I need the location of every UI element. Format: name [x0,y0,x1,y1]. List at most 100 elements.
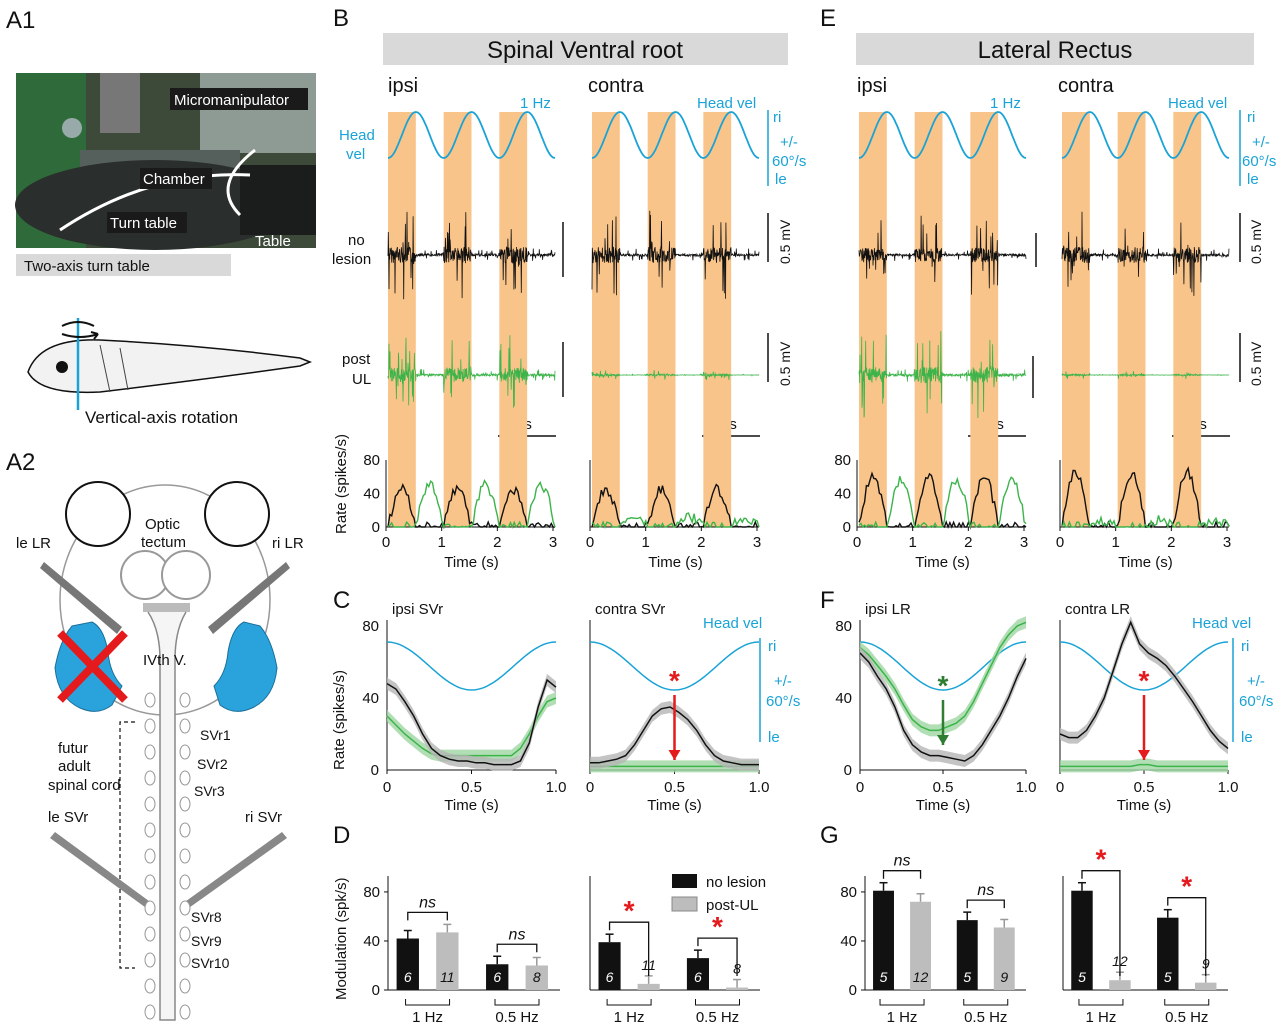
b-contra-no-lesion-trace [591,210,760,299]
banner-lr-text: Lateral Rectus [978,37,1133,64]
b-1hz: 1 Hz [520,95,551,112]
e-ipsi-shade [970,112,999,527]
b-ipsi-post-ul-trace [387,335,556,408]
f-le: le [1241,729,1253,746]
root-left [144,796,156,812]
b-ipsi-shade [499,112,528,527]
e-ipsi-rate-ytick-label: 0 [843,519,851,536]
f-contra-xtick-label: 1.0 [1218,779,1239,796]
root-right [179,848,191,864]
b-ipsi-rate-xlabel: Time (s) [444,554,498,571]
d-contra-cat-bracket [606,999,652,1006]
root-left [144,952,156,968]
b-head-vel: Head vel [697,95,756,112]
tadpole-drawing: Vertical-axis rotation [27,318,313,427]
g-ipsi-sig-bracket [966,899,1005,909]
d-contra-bar-post-ul [637,983,660,990]
f-contra-arrowhead [1138,750,1150,760]
c-ipsi-ytick-label: 0 [371,762,379,779]
f-ipsi-star: * [938,670,949,701]
b-contra-shade [703,112,732,527]
g-ipsi-sig-bracket [882,870,922,879]
d-ipsi-bar-no-lesion [396,938,419,990]
root-left [144,744,156,760]
right-electrode-lr [208,562,290,634]
c-ipsi-head-velocity [386,641,557,691]
g-contra-cat-label: 1 Hz [1086,1009,1117,1024]
root-right [179,692,191,708]
label-spinal-cord: spinal cord [48,777,121,794]
setup-photo: Micromanipulator Chamber Turn table Tabl… [15,73,316,276]
e-1hz: 1 Hz [990,95,1021,112]
b-contra-title: contra [588,75,644,97]
c-contra-xtick-label: 0.5 [664,779,685,796]
b-ri: ri [773,109,781,126]
left-electrode-svr [50,832,153,910]
e-ipsi-head-velocity [858,111,1027,159]
c-ipsi-xtick-label: 0 [383,779,391,796]
g-ipsi-n-label: 5 [963,969,971,985]
b-post: post [342,351,371,368]
e-ipsi-rate-xtick-label: 1 [908,534,916,551]
d-contra-sig-text: * [624,895,635,926]
c-deg: 60°/s [766,693,800,710]
rate-layer: 0 1 2 3 0 40 80 Time (s) 0 1 2 3 Time (s) 0 1 2 3 0 40 80 Ti… [333,434,1231,571]
label-servomotor: servomotor [234,251,309,268]
c-ipsi-post-ul-line [386,697,557,757]
root-right [179,718,191,734]
b-contra-rate-xtick-label: 3 [753,534,761,551]
label-c: C [333,587,350,614]
g-ipsi-ytick-label: 80 [840,884,857,901]
root-left [144,900,156,916]
g-ipsi-bar-no-lesion [956,920,978,990]
e-ipsi-rate-xtick-label: 3 [1020,534,1028,551]
root-left [144,848,156,864]
g-ipsi-n-label: 5 [880,969,888,985]
d-ipsi-n-label: 11 [440,969,455,985]
b-mv-1: 0.5 mV [777,219,793,264]
g-ipsi-cat-label: 1 Hz [887,1009,918,1024]
f-ipsi-xlabel: Time (s) [916,797,970,814]
root-right [179,770,191,786]
d-contra-n-label: 6 [606,969,614,985]
g-ipsi-cat-bracket [879,999,925,1006]
g-contra-cat-bracket [1078,999,1124,1006]
f-contra-no-lesion-line [1059,620,1229,749]
f-contra-xtick-label: 0 [1056,779,1064,796]
g-contra-bar-post-ul [1109,980,1131,990]
g-contra-sig-bracket [1167,897,1207,976]
g-contra-cat-label: 0.5 Hz [1165,1009,1208,1024]
e-contra-shade [1173,112,1202,527]
b-no: no [348,232,365,249]
root-right [179,874,191,890]
f-contra-post-ul-line [1060,763,1228,768]
f-contra-xtick-label: 0.5 [1134,779,1155,796]
label-adult: adult [58,758,91,775]
d-ipsi-cat-label: 1 Hz [412,1009,443,1024]
e-contra-post-ul-trace [1061,371,1230,379]
f-ipsi-xtick-label: 0.5 [933,779,954,796]
d-ipsi-bar-post-ul [436,932,459,990]
d-contra-bar-post-ul [726,987,749,990]
f-ipsi-xtick-label: 1.0 [1016,779,1037,796]
label-futur: futur [58,740,88,757]
root-right [179,952,191,968]
b-ipsi-rate-post-ul [387,478,556,529]
b-contra-rate-xtick-label: 2 [697,534,705,551]
label-ivth: IVth V. [143,652,187,669]
legend-no-lesion: no lesion [706,874,766,891]
root-left [144,770,156,786]
root-left [144,926,156,942]
b-contra-shade [647,112,676,527]
g-contra-sig-bracket [1081,870,1121,976]
g-contra-sig-text: * [1181,871,1192,902]
g-ipsi-bar-post-ul [910,901,932,990]
rotation-arrow-icon [61,321,95,327]
e-ipsi-rate-post-ul [858,476,1027,530]
c-contra-xtick-label: 1.0 [749,779,770,796]
e-contra-no-lesion-trace [1061,211,1230,296]
e-head-vel: Head vel [1168,95,1227,112]
